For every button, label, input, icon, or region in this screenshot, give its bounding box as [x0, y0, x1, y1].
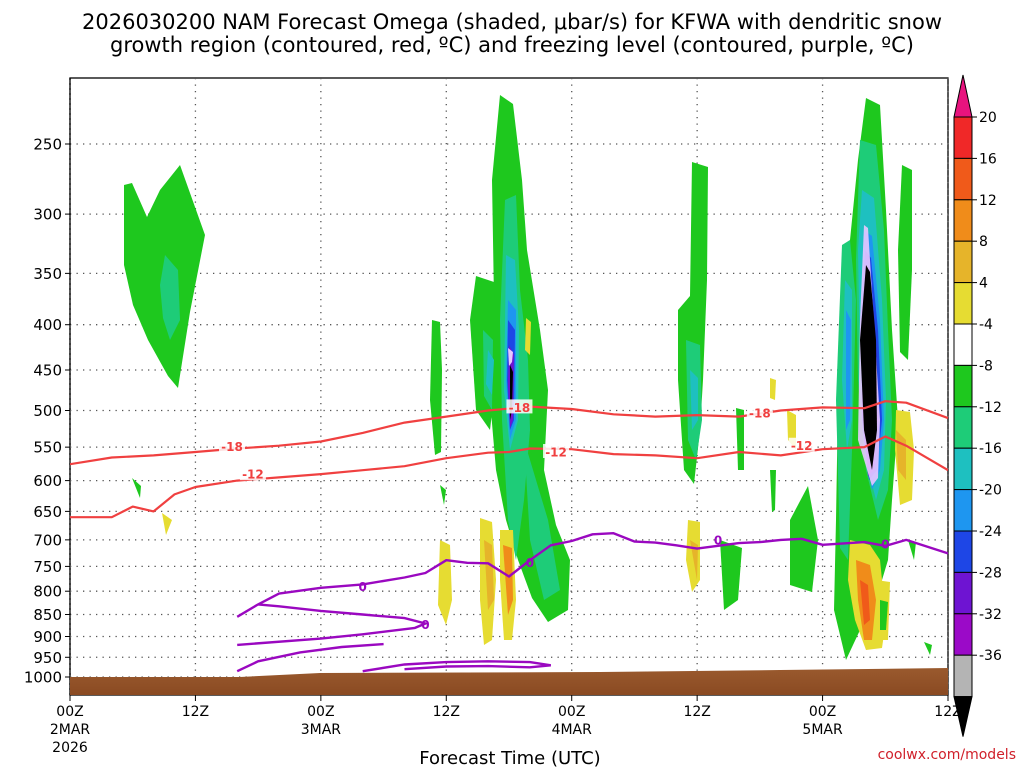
- contour-label-minus12: -12: [545, 446, 567, 460]
- y-tick-label: 900: [33, 628, 62, 646]
- y-tick-label: 1000: [24, 669, 62, 687]
- colorbar-swatch: [953, 530, 973, 573]
- contour-freezing-loop: [362, 660, 551, 673]
- x-tick-label: 00Z: [809, 704, 836, 720]
- colorbar-label: 12: [979, 193, 997, 209]
- x-tick-label: 00Z: [307, 704, 334, 720]
- y-tick-label: 800: [33, 583, 62, 601]
- omega-area-12z-3mar: [430, 320, 446, 505]
- colorbar-swatch: [953, 240, 973, 284]
- contour-label-minus18: -18: [749, 406, 771, 420]
- colorbar-label: -28: [979, 565, 1002, 581]
- x-tick-label: 12Z: [433, 704, 460, 720]
- colorbar-label: 8: [979, 234, 988, 250]
- contour-label-minus12-bg: [543, 444, 570, 459]
- colorbar-swatch: [953, 406, 973, 449]
- x-tick-label: 12Z: [934, 704, 961, 720]
- colorbar-label: -16: [979, 441, 1002, 457]
- contour-label-freezing: 0: [881, 538, 889, 552]
- y-tick-label: 950: [33, 649, 62, 667]
- contour-label-minus12-bg: [788, 437, 815, 452]
- omega-area-main-5mar: [834, 98, 912, 660]
- contour-label-minus18: -18: [221, 440, 243, 454]
- contour-label-minus12: -12: [791, 439, 813, 453]
- y-tick-label: 700: [33, 531, 62, 549]
- y-tick-label: 300: [33, 206, 62, 224]
- y-tick-label: 450: [33, 361, 62, 379]
- colorbar-label: -32: [979, 607, 1002, 623]
- x-tick-date: 5MAR: [802, 722, 843, 738]
- colorbar-swatch: [953, 489, 973, 532]
- contour-freezing-level: [236, 532, 948, 618]
- colorbar-swatch: [953, 613, 973, 656]
- y-tick-label: 500: [33, 402, 62, 420]
- colorbar-swatch: [953, 447, 973, 491]
- colorbar-label: -4: [979, 317, 993, 333]
- x-tick-date: 3MAR: [301, 722, 342, 738]
- contour-label-minus18-bg: [746, 404, 773, 419]
- contour-minus12: [70, 435, 948, 519]
- colorbar-swatch: [953, 157, 973, 201]
- colorbar-label: 4: [979, 276, 988, 292]
- y-axis: 250 300 350 400 450 500 550 600 650 700 750 800 850 9…: [24, 136, 70, 687]
- x-tick-label: 00Z: [558, 704, 585, 720]
- omega-area-upper-early: [124, 165, 205, 388]
- omega-area-sinking: [132, 318, 932, 655]
- omega-area-main-3mar: [470, 95, 570, 622]
- contour-label-minus12-bg: [239, 466, 266, 481]
- x-tick-year: 2026: [52, 740, 88, 756]
- colorbar-swatch: [953, 571, 973, 615]
- contour-label-freezing: 0: [526, 556, 534, 570]
- omega-area-12z-4mar: [678, 162, 818, 610]
- contour-label-freezing: 0: [358, 580, 366, 594]
- y-tick-label: 400: [33, 316, 62, 334]
- colorbar-label: -36: [979, 648, 1002, 664]
- surface-terrain: [70, 668, 948, 695]
- colorbar-label: -12: [979, 400, 1002, 416]
- x-axis-label: Forecast Time (UTC): [419, 748, 600, 768]
- contour-label-minus18-bg: [506, 399, 533, 414]
- colorbar-top-arrow: [953, 74, 973, 118]
- colorbar-swatch: [953, 364, 973, 408]
- colorbar-label: -20: [979, 483, 1002, 499]
- contour-label-freezing: 0: [714, 533, 722, 547]
- y-tick-label: 250: [33, 136, 62, 154]
- colorbar-label: 16: [979, 151, 997, 167]
- x-tick-date: 2MAR: [50, 722, 91, 738]
- contour-layer: -18 -18 -18 -12 -12 -12 0 0 0 0 0: [70, 399, 948, 673]
- colorbar-bottom-arrow: [953, 696, 973, 737]
- y-tick-label: 650: [33, 503, 62, 521]
- colorbar-label: -8: [979, 358, 993, 374]
- y-tick-label: 850: [33, 606, 62, 624]
- contour-label-minus18: -18: [509, 401, 531, 415]
- x-tick-date: 4MAR: [552, 722, 593, 738]
- chart-title-line1: 2026030200 NAM Forecast Omega (shaded, μ…: [82, 10, 942, 34]
- contour-freezing-loop: [237, 603, 430, 647]
- colorbar-swatch: [953, 323, 973, 366]
- credit-text: coolwx.com/models: [878, 747, 1016, 763]
- x-axis: 00Z 2MAR 2026 12Z 00Z 3MAR 12Z 00Z 4MAR 12Z 00Z 5MA…: [50, 695, 962, 756]
- y-tick-label: 750: [33, 558, 62, 576]
- colorbar: 20 16 12 8 4 -4 -8 -12 -16 -20 -24 -28 -32 -36: [953, 74, 1002, 737]
- y-tick-label: 600: [33, 472, 62, 490]
- colorbar-swatch: [953, 282, 973, 325]
- x-tick-label: 12Z: [182, 704, 209, 720]
- colorbar-label: -24: [979, 524, 1002, 540]
- contour-label-minus12: -12: [242, 468, 264, 482]
- colorbar-label: 20: [979, 110, 997, 126]
- contour-label-freezing: 0: [421, 618, 429, 632]
- y-tick-label: 350: [33, 265, 62, 283]
- contour-label-minus18-bg: [219, 438, 246, 453]
- omega-shading: -18 -18 -18 -12 -12 -12 0 0 0 0 0: [70, 95, 948, 695]
- x-tick-label: 12Z: [683, 704, 710, 720]
- colorbar-swatch: [953, 654, 973, 698]
- colorbar-swatch: [953, 199, 973, 242]
- x-tick-label: 00Z: [56, 704, 83, 720]
- colorbar-swatch: [953, 116, 973, 159]
- contour-freezing-loop: [236, 642, 384, 673]
- chart-title-line2: growth region (contoured, red, ºC) and f…: [110, 33, 914, 57]
- y-tick-label: 550: [33, 439, 62, 457]
